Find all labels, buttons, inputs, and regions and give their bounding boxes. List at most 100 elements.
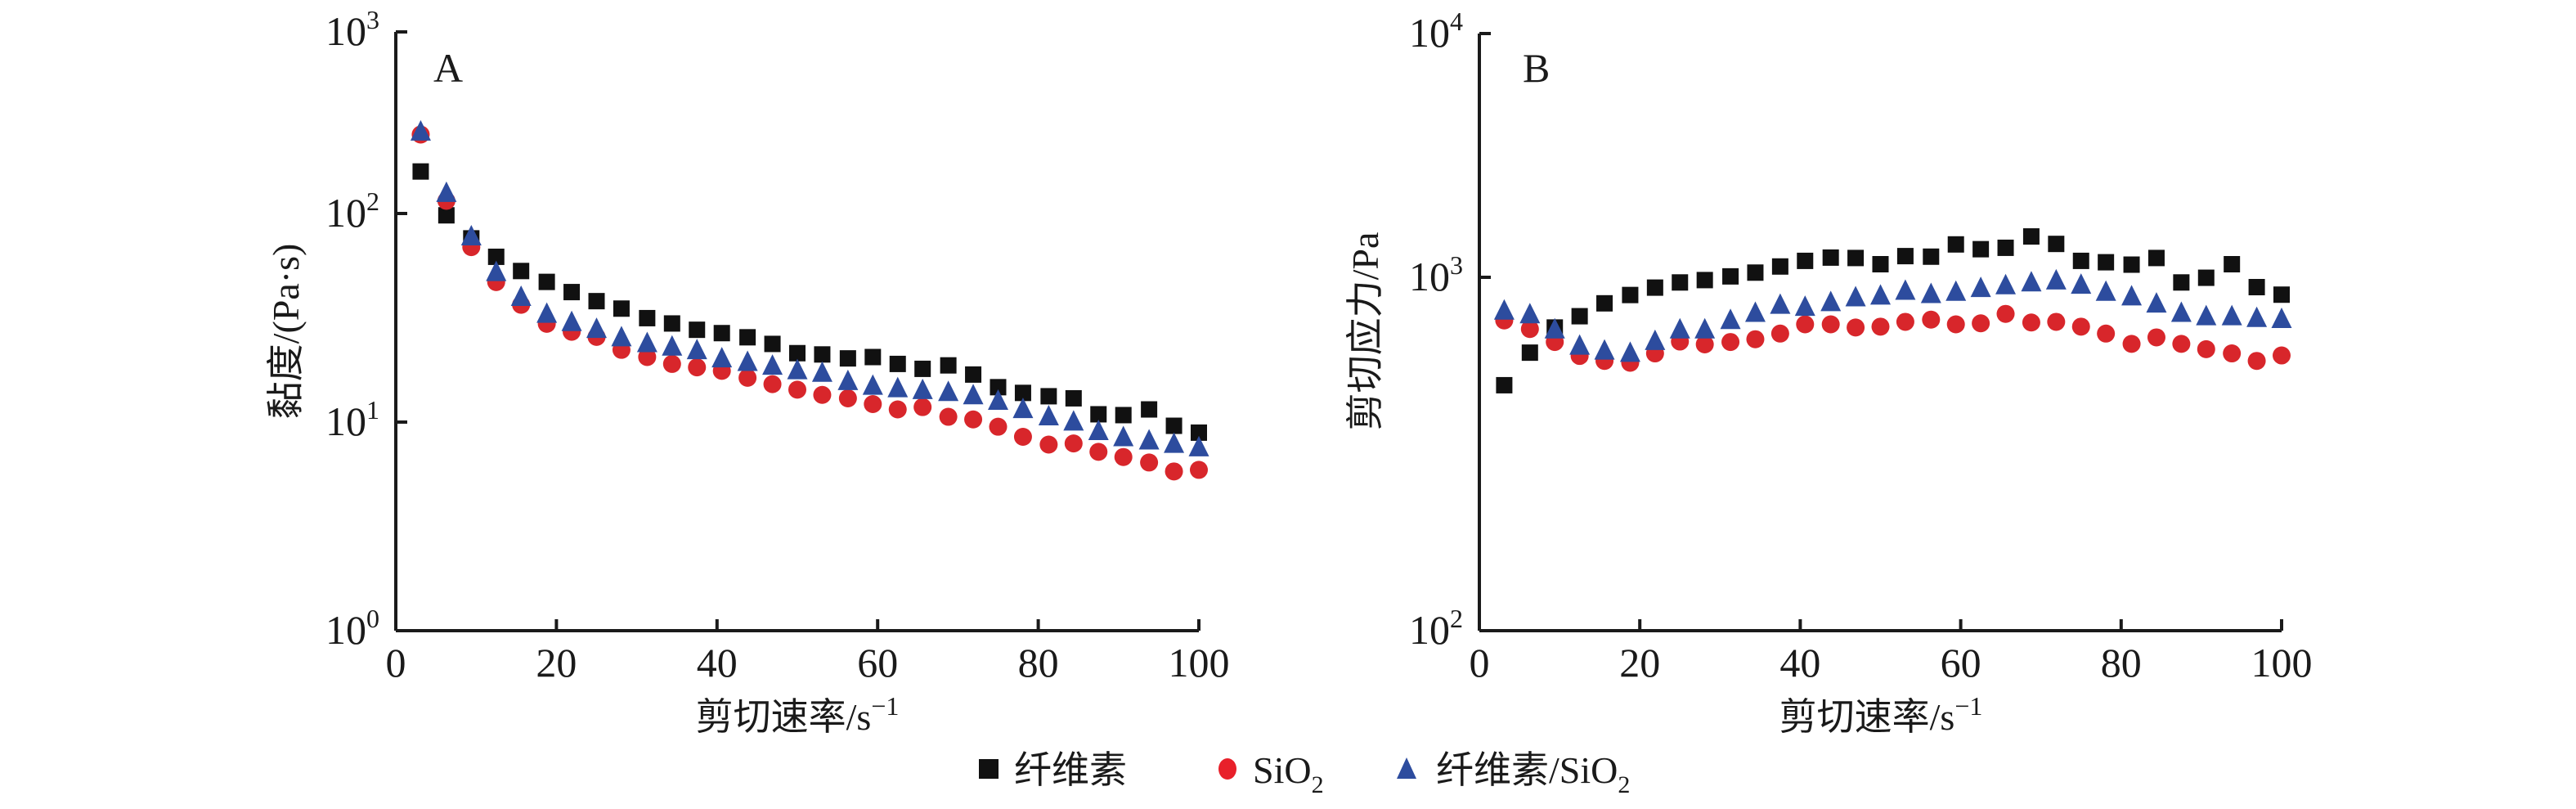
- data-point-circle: [738, 368, 757, 387]
- data-point-square: [2273, 286, 2290, 303]
- data-point-triangle: [862, 374, 883, 395]
- data-point-square: [864, 348, 882, 366]
- data-point-square: [689, 321, 706, 339]
- x-axis-label: 剪切速率/s−1: [1779, 691, 1983, 738]
- y-tick-exponent: 4: [1450, 7, 1463, 36]
- data-point-circle: [813, 385, 832, 404]
- data-point-triangle: [486, 260, 507, 281]
- data-point-circle: [2172, 335, 2191, 353]
- data-point-square: [1191, 424, 1207, 441]
- data-point-circle: [2147, 328, 2165, 347]
- data-point-square: [1797, 252, 1814, 269]
- data-point-triangle: [2095, 280, 2116, 301]
- data-point-triangle: [1619, 341, 1640, 362]
- data-point-circle: [1896, 312, 1914, 331]
- data-point-square: [1141, 401, 1158, 418]
- data-point-square: [2072, 252, 2089, 269]
- x-axis-label-text: 剪切速率/s: [696, 696, 872, 738]
- x-tick-label: 80: [2101, 640, 2142, 685]
- data-point-square: [2098, 254, 2115, 271]
- data-point-circle: [1996, 304, 2015, 323]
- y-tick-label: 103: [325, 5, 379, 54]
- data-point-square: [1040, 388, 1057, 405]
- data-point-square: [1521, 344, 1538, 362]
- y-tick-base: 10: [1409, 10, 1450, 56]
- data-point-circle: [662, 354, 681, 373]
- y-tick-base: 10: [325, 190, 366, 236]
- data-point-triangle: [787, 358, 808, 380]
- x-tick-label: 100: [2251, 640, 2313, 685]
- data-point-circle: [1796, 315, 1815, 334]
- data-point-triangle: [1188, 435, 1209, 456]
- data-point-triangle: [611, 326, 632, 347]
- data-point-square: [1771, 258, 1788, 275]
- data-point-triangle: [1845, 285, 1866, 307]
- data-point-square: [839, 350, 856, 367]
- data-point-circle: [1972, 314, 1990, 333]
- data-point-triangle: [1694, 317, 1716, 339]
- legend-triangle-icon: [1397, 757, 1416, 779]
- data-point-square: [1065, 389, 1082, 407]
- data-point-triangle: [837, 369, 859, 390]
- x-tick-label: 20: [1619, 640, 1660, 685]
- x-tick-label: 0: [386, 640, 406, 685]
- legend-label-subscript: 2: [1312, 771, 1324, 798]
- data-point-circle: [638, 348, 657, 366]
- data-point-triangle: [1870, 284, 1891, 305]
- data-point-triangle: [2196, 304, 2217, 326]
- data-point-square: [1622, 286, 1639, 303]
- data-point-triangle: [686, 339, 707, 360]
- legend-item: 纤维素/SiO2: [1397, 749, 1630, 798]
- data-point-triangle: [536, 302, 558, 323]
- panel-a: 0 20 40 60 80 100100101102103A剪切速率/s−1黏度/(Pa·…: [265, 5, 1230, 738]
- data-point-triangle: [1895, 279, 1916, 300]
- data-point-square: [965, 366, 982, 383]
- data-point-triangle: [988, 389, 1008, 411]
- data-point-square: [889, 355, 906, 372]
- data-point-triangle: [1493, 299, 1515, 320]
- data-point-circle: [1140, 453, 1159, 472]
- data-point-triangle: [1970, 276, 1991, 298]
- data-point-triangle: [1920, 282, 1941, 303]
- x-tick-label: 80: [1018, 640, 1059, 685]
- data-point-circle: [864, 394, 882, 413]
- data-point-circle: [888, 400, 907, 419]
- data-point-square: [1896, 248, 1914, 265]
- data-point-square: [940, 357, 957, 374]
- x-tick-label: 60: [1941, 640, 1981, 685]
- data-point-triangle: [1038, 405, 1059, 426]
- data-point-circle: [989, 417, 1008, 436]
- data-point-triangle: [2121, 285, 2143, 306]
- legend-label: 纤维素/SiO2: [1436, 749, 1630, 798]
- series-circle: [1495, 304, 2291, 372]
- legend-item: SiO2: [1218, 749, 1324, 798]
- data-point-circle: [1922, 310, 1941, 329]
- y-tick-base: 10: [325, 607, 366, 653]
- data-point-triangle: [1544, 317, 1565, 339]
- data-point-triangle: [2271, 308, 2292, 329]
- data-point-triangle: [636, 331, 657, 353]
- y-tick-base: 10: [1409, 254, 1450, 299]
- data-point-triangle: [510, 285, 532, 306]
- y-tick-label: 101: [325, 395, 379, 444]
- x-tick-label: 0: [1470, 640, 1490, 685]
- y-tick-exponent: 3: [366, 5, 379, 34]
- data-point-circle: [2223, 344, 2242, 363]
- data-point-triangle: [912, 378, 933, 399]
- data-point-square: [1947, 236, 1964, 253]
- data-point-circle: [1190, 461, 1208, 479]
- y-tick-exponent: 0: [366, 604, 379, 633]
- y-tick-exponent: 3: [1450, 250, 1463, 280]
- data-point-circle: [1721, 333, 1740, 352]
- data-point-square: [1090, 406, 1107, 423]
- data-point-triangle: [1669, 317, 1690, 339]
- data-point-triangle: [1113, 425, 1134, 447]
- data-point-square: [563, 284, 581, 301]
- legend-square-icon: [979, 759, 999, 779]
- y-tick-exponent: 1: [366, 395, 379, 425]
- data-point-circle: [1520, 320, 1539, 339]
- data-point-triangle: [1594, 339, 1615, 360]
- data-point-circle: [1039, 435, 1058, 454]
- data-point-circle: [964, 410, 983, 429]
